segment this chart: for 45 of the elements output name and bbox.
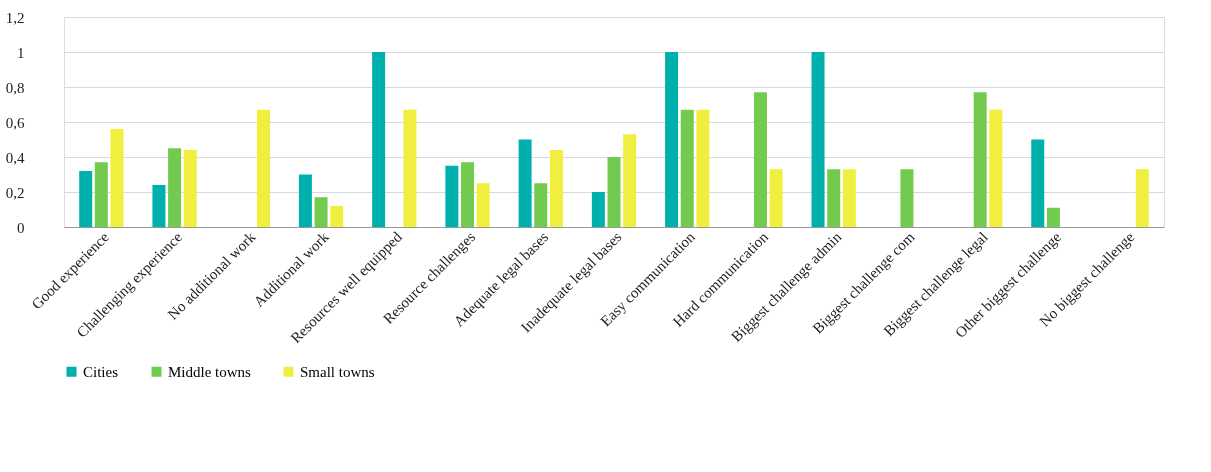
y-tick-label: 1,2 <box>5 9 25 26</box>
y-tick-label: 0,2 <box>5 184 25 201</box>
bar <box>665 52 679 227</box>
bar <box>769 169 783 227</box>
bar <box>973 92 987 227</box>
bar <box>330 206 344 227</box>
bar <box>623 134 637 227</box>
bar <box>94 162 108 227</box>
bar <box>183 150 197 227</box>
bar <box>152 185 166 227</box>
legend-label: Middle towns <box>168 363 252 380</box>
bar <box>534 183 548 227</box>
bar <box>403 109 417 227</box>
bar <box>372 52 386 227</box>
bar <box>696 109 710 227</box>
bar <box>314 197 328 227</box>
bar <box>591 192 605 227</box>
bar <box>811 52 825 227</box>
bar <box>298 174 312 227</box>
y-tick-label: 0,8 <box>5 79 25 96</box>
y-tick-label: 1 <box>17 44 25 61</box>
legend-label: Small towns <box>300 363 375 380</box>
bar <box>989 109 1003 227</box>
bar <box>110 129 124 227</box>
bar <box>79 171 93 227</box>
y-tick-label: 0,4 <box>5 149 25 166</box>
bar <box>900 169 914 227</box>
bar <box>168 148 182 227</box>
bar <box>680 109 694 227</box>
bar <box>827 169 841 227</box>
y-tick-label: 0 <box>17 219 25 236</box>
bar <box>753 92 767 227</box>
bar <box>461 162 475 227</box>
bar <box>518 139 532 227</box>
legend-label: Cities <box>83 363 119 380</box>
bar <box>1046 207 1060 227</box>
bar <box>256 109 270 227</box>
bar <box>607 157 621 227</box>
y-tick-label: 0,6 <box>5 114 25 131</box>
bar <box>1135 169 1149 227</box>
bar <box>549 150 563 227</box>
bar <box>842 169 856 227</box>
bar <box>1031 139 1045 227</box>
bar <box>445 165 459 227</box>
bar <box>476 183 490 227</box>
